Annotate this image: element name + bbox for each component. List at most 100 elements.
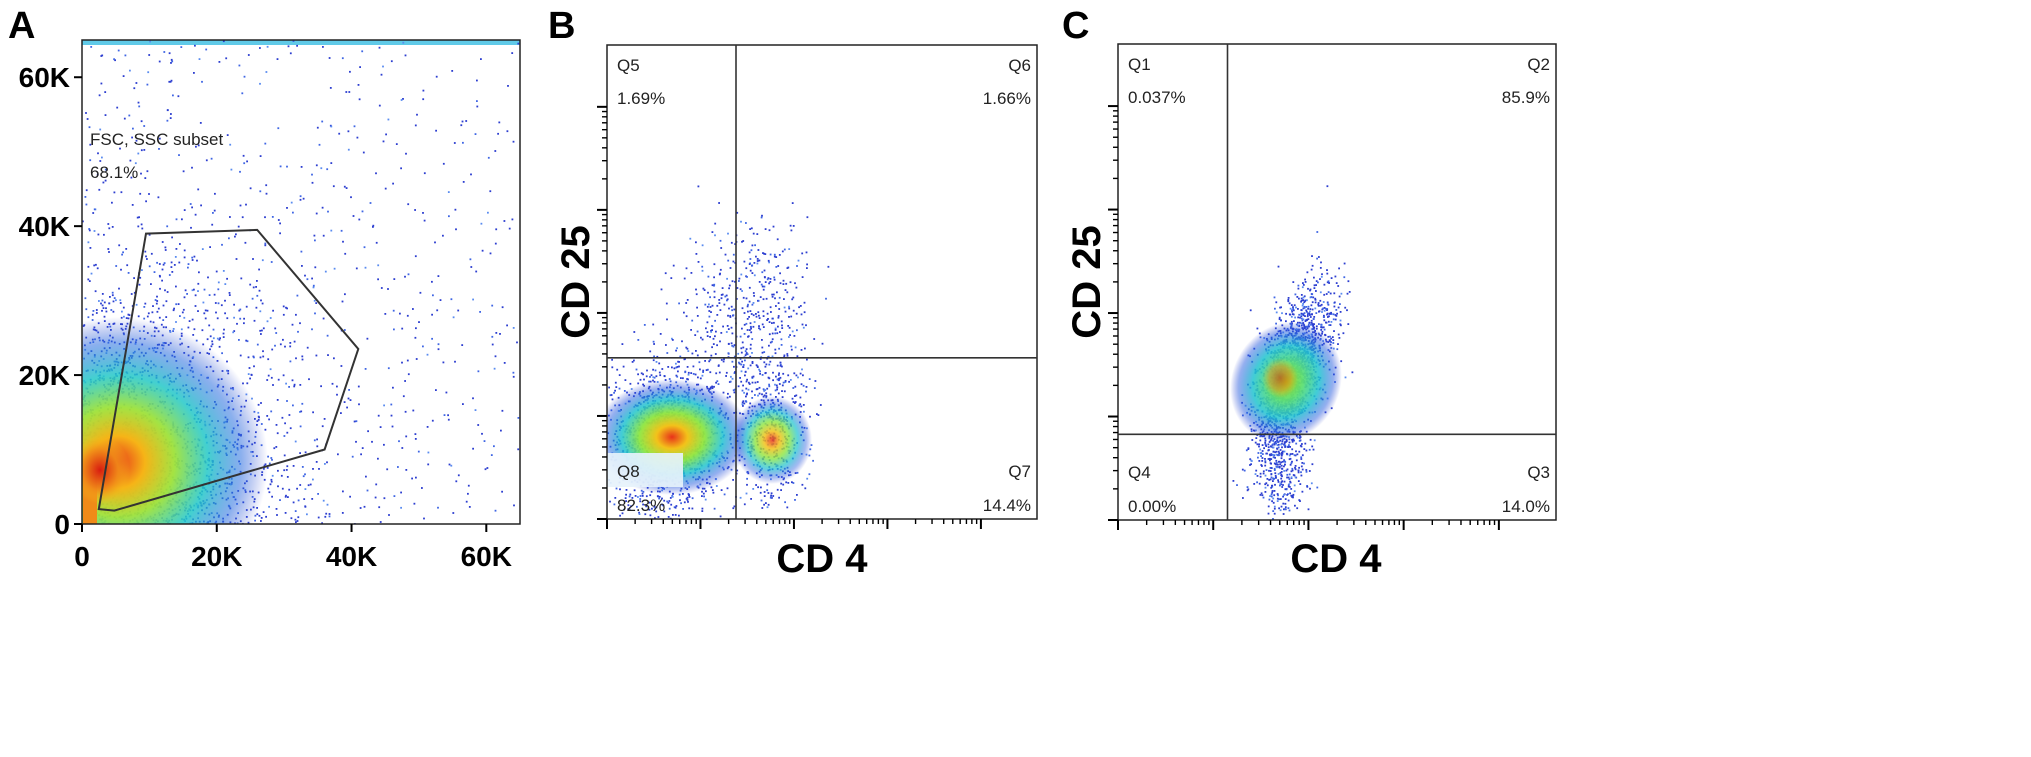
panel-a-event-dot (144, 302, 147, 305)
panel-a-event-dot (313, 234, 316, 237)
panel-a-event-dot (256, 294, 259, 297)
panel-a-event-dot (437, 506, 439, 509)
panel-a-event-dot (119, 302, 122, 304)
panel-a-event-dot (138, 283, 141, 286)
panel-b-event-dot (719, 340, 721, 343)
panel-b-event-dot (750, 331, 753, 334)
panel-a-event-dot (193, 72, 195, 74)
panel-b-event-dot (716, 314, 719, 316)
panel-b-event-dot (672, 514, 674, 516)
panel-a-event-dot (317, 516, 320, 519)
panel-b-event-dot (720, 332, 723, 334)
panel-a-event-dot (113, 58, 115, 61)
panel-b-event-dot (775, 256, 778, 258)
panel-a-event-dot (147, 312, 150, 315)
panel-a-event-dot (112, 300, 115, 303)
panel-b-event-dot (729, 395, 731, 398)
panel-b-event-dot (727, 352, 730, 355)
panel-a-event-dot (277, 219, 280, 221)
panel-b-event-dot (638, 511, 640, 514)
panel-b-event-dot (706, 335, 709, 337)
panel-a-event-dot (284, 345, 286, 348)
panel-a-event-dot (197, 310, 199, 312)
panel-b-event-dot (724, 295, 727, 298)
panel-b-event-dot (701, 269, 704, 272)
panel-b-event-dot (729, 380, 732, 383)
panel-a-event-dot (193, 288, 195, 291)
panel-b-event-dot (687, 501, 689, 503)
panel-a-event-dot (345, 187, 348, 189)
panel-b-event-dot (653, 343, 655, 345)
panel-a-event-dot (266, 379, 269, 381)
panel-a-event-dot (302, 475, 305, 478)
panel-a-event-dot (379, 521, 382, 523)
panel-b-event-dot (763, 394, 766, 397)
panel-a-event-dot (405, 435, 408, 438)
panel-b-event-dot (762, 298, 765, 301)
panel-a-event-dot (300, 166, 303, 168)
panel-a-event-dot (404, 380, 406, 382)
panel-a-event-dot (512, 140, 515, 143)
panel-a-event-dot (406, 314, 409, 317)
panel-b-event-dot (655, 361, 658, 363)
panel-a-event-dot (314, 312, 316, 315)
panel-b-event-dot (776, 332, 779, 335)
panel-b-event-dot (751, 303, 754, 306)
panel-a-event-dot (437, 275, 440, 277)
panel-a-event-dot (112, 310, 115, 313)
panel-a-event-dot (89, 143, 92, 146)
panel-a-event-dot (413, 502, 416, 505)
panel-a-event-dot (96, 173, 99, 176)
panel-a-event-dot (213, 209, 216, 212)
panel-a-event-dot (282, 338, 284, 341)
panel-b-event-dot (777, 374, 780, 376)
panel-a-event-dot (294, 440, 297, 443)
panel-b-event-dot (619, 514, 621, 517)
panel-a-event-dot (175, 285, 177, 288)
panel-a-event-dot (170, 266, 173, 268)
panel-a-event-dot (328, 513, 331, 515)
panel-a-event-dot (264, 428, 267, 431)
panel-a-event-dot (472, 298, 474, 301)
panel-a-event-dot (200, 204, 202, 207)
panel-b-event-dot (711, 489, 714, 491)
panel-b-event-dot (768, 333, 771, 336)
panel-a-event-dot (102, 307, 105, 309)
panel-b-event-dot (718, 299, 721, 301)
panel-a-event-dot (453, 142, 456, 144)
panel-b-event-dot (628, 508, 631, 511)
panel-a-event-dot (270, 261, 273, 263)
panel-a-event-dot (222, 40, 225, 43)
panel-b-event-dot (618, 387, 621, 390)
panel-a-event-dot (286, 431, 289, 434)
panel-b-event-dot (794, 282, 796, 285)
panel-a-event-dot (182, 308, 185, 311)
panel-a-event-dot (194, 305, 197, 307)
panel-a-event-dot (101, 293, 104, 295)
panel-b-event-dot (732, 314, 735, 317)
panel-b-event-dot (748, 251, 751, 254)
panel-a-event-dot (375, 241, 378, 244)
panel-a-event-dot (191, 318, 194, 321)
panel-a-event-dot (452, 512, 455, 514)
panel-b-event-dot (763, 491, 766, 493)
panel-a-event-dot (271, 458, 273, 461)
panel-b-event-dot (771, 295, 774, 298)
panel-b-event-dot (805, 324, 807, 327)
panel-b-event-dot (756, 233, 759, 235)
panel-a-event-dot (399, 312, 401, 315)
panel-a-event-dot (323, 418, 326, 420)
panel-a-event-dot (367, 430, 369, 433)
panel-b-event-dot (708, 310, 711, 312)
panel-b-event-dot (670, 503, 673, 506)
panel-a-event-dot (211, 343, 214, 346)
panel-a-event-dot (267, 455, 269, 458)
panel-b-event-dot (819, 404, 822, 406)
panel-a-event-dot (108, 251, 110, 253)
panel-a-event-dot (181, 218, 183, 221)
panel-a-event-dot (349, 399, 352, 401)
panel-b-event-dot (779, 272, 781, 275)
panel-b-event-dot (733, 344, 736, 346)
panel-b-event-dot (768, 363, 771, 366)
panel-a-event-dot (194, 294, 197, 297)
